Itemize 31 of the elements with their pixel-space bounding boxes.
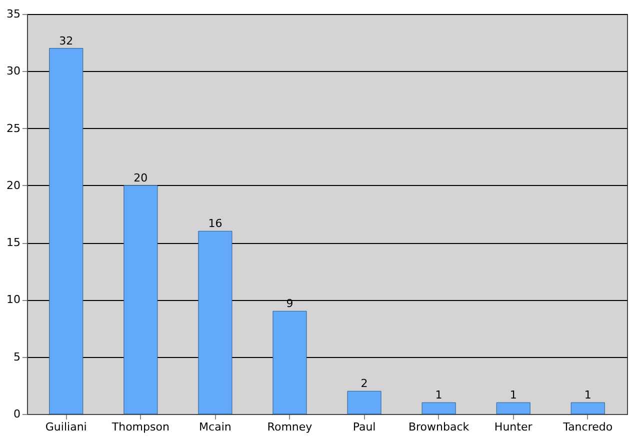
x-tick-label: Tancredo: [562, 420, 613, 434]
data-label: 1: [584, 388, 592, 402]
data-label: 2: [360, 377, 368, 390]
bar: [198, 230, 232, 414]
x-tick-label: Hunter: [494, 420, 533, 434]
x-tick-label: Romney: [267, 420, 313, 434]
bar: [347, 390, 382, 414]
bar: [496, 402, 530, 414]
y-tick-label: 10: [6, 293, 20, 306]
x-tick-label: Thompson: [110, 420, 170, 434]
bar: [570, 402, 605, 414]
y-tick-label: 15: [6, 236, 20, 250]
data-label: 16: [208, 217, 222, 230]
y-tick-label: 5: [14, 350, 20, 364]
bar: [272, 310, 307, 414]
y-tick-label: 0: [14, 408, 20, 420]
x-tick-label: Brownback: [408, 420, 470, 434]
y-tick-label: 25: [6, 122, 20, 135]
bar: [422, 402, 456, 414]
y-tick-label: 35: [6, 8, 20, 20]
data-label: 20: [134, 171, 148, 184]
bar: [124, 185, 158, 414]
y-tick-label: 20: [6, 178, 20, 192]
y-tick-label: 30: [6, 64, 20, 78]
x-tick-label: Mcain: [199, 420, 232, 434]
x-tick-label: Guiliani: [45, 420, 87, 434]
x-tick-label: Paul: [352, 420, 376, 434]
data-label: 1: [510, 388, 517, 402]
bar: [49, 48, 84, 414]
data-label: 32: [59, 34, 74, 48]
data-label: 1: [435, 388, 442, 402]
